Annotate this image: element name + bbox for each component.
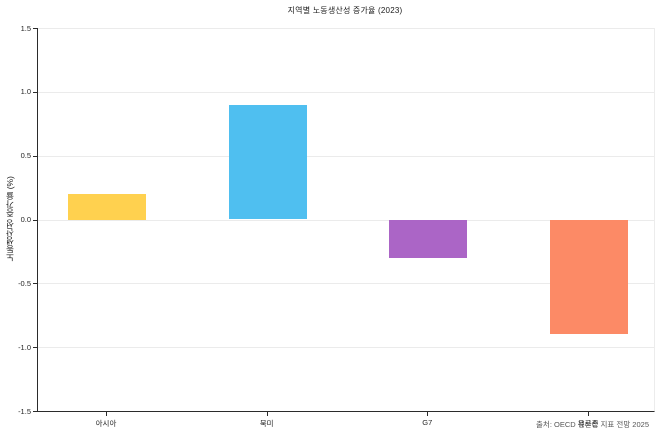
gridline <box>38 28 654 29</box>
chart-title: 지역별 노동생산성 증가율 (2023) <box>287 6 403 15</box>
plot-area <box>37 28 655 412</box>
y-tick-label: -0.5 <box>18 278 31 288</box>
x-tick-label-G7: G7 <box>422 418 433 427</box>
source-note: 출처: OECD 생산성 지표 전망 2025 <box>536 420 649 429</box>
y-tick-label: -1.5 <box>18 406 31 416</box>
y-tick-label: 1.0 <box>20 87 31 97</box>
gridline <box>38 91 654 93</box>
x-tick-label-북미: 북미 <box>259 419 274 428</box>
bar-유로존 <box>550 219 628 335</box>
x-tick-mark <box>588 412 589 416</box>
x-tick-mark <box>266 412 268 416</box>
gridline <box>38 283 654 285</box>
gridline <box>38 219 654 221</box>
y-tick-label: 1.5 <box>20 23 31 33</box>
gridline <box>38 347 654 349</box>
y-tick-label: 0.0 <box>20 215 31 224</box>
x-tick-label-유로존: 유로존 <box>577 419 599 428</box>
gridline <box>38 155 654 157</box>
y-tick-mark <box>33 347 37 349</box>
bar-북미 <box>228 104 307 220</box>
y-tick-mark <box>33 283 37 285</box>
y-tick-mark <box>33 411 37 412</box>
y-tick-mark <box>33 219 37 221</box>
y-tick-label: 0.5 <box>20 151 31 161</box>
x-tick-mark <box>427 412 429 416</box>
y-tick-label: -1.0 <box>18 342 31 352</box>
x-tick-mark <box>106 412 107 416</box>
bar-아시아 <box>68 194 146 220</box>
x-tick-label-아시아: 아시아 <box>95 419 117 428</box>
bar-G7 <box>389 219 468 258</box>
y-tick-mark <box>33 28 37 29</box>
y-tick-mark <box>33 155 37 157</box>
y-tick-mark <box>33 91 37 93</box>
